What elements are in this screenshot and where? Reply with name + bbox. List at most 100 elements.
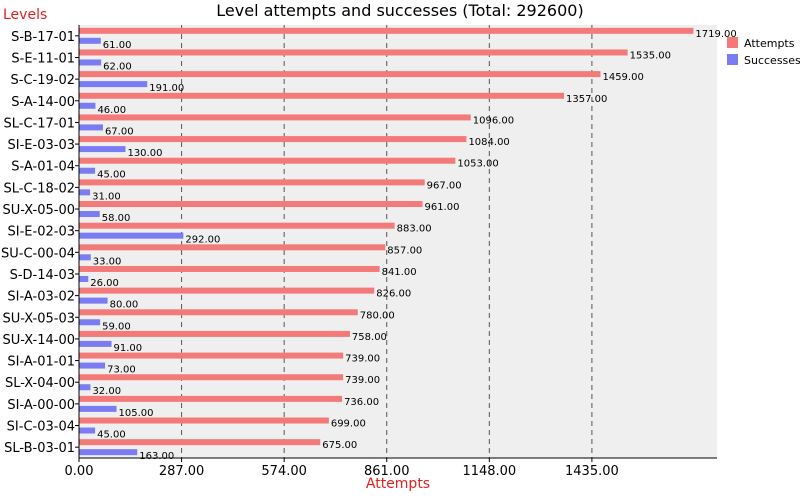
successes-bar xyxy=(79,37,101,44)
attempts-data-label: 967.00 xyxy=(427,180,462,191)
attempts-bar xyxy=(79,179,425,186)
y-tick-label: S-A-01-04 xyxy=(11,160,75,175)
successes-data-label: 58.00 xyxy=(102,213,131,224)
y-tick-label: SL-C-18-02 xyxy=(4,181,76,196)
x-tick-label: 287.00 xyxy=(159,464,205,479)
attempts-bar xyxy=(79,244,386,251)
y-tick-label: S-E-11-01 xyxy=(11,51,75,66)
x-tick-label: 1148.00 xyxy=(462,464,516,479)
successes-bar xyxy=(79,384,91,391)
y-tick-label: SL-C-17-01 xyxy=(4,116,76,131)
successes-data-label: 32.00 xyxy=(92,386,121,397)
legend-swatch xyxy=(727,37,738,48)
attempts-bar xyxy=(79,71,601,78)
y-tick-label: SI-C-03-04 xyxy=(7,420,75,435)
attempts-data-label: 758.00 xyxy=(352,332,387,343)
attempts-bar xyxy=(79,49,628,56)
attempts-data-label: 780.00 xyxy=(360,310,395,321)
successes-data-label: 67.00 xyxy=(105,126,134,137)
successes-bar xyxy=(79,167,96,174)
y-tick-label: SU-X-05-03 xyxy=(2,311,75,326)
attempts-data-label: 1084.00 xyxy=(468,137,509,148)
attempts-bar xyxy=(79,92,565,99)
y-tick-label: SU-C-00-04 xyxy=(1,246,75,261)
attempts-data-label: 1053.00 xyxy=(457,159,498,170)
successes-data-label: 46.00 xyxy=(97,105,126,116)
successes-bar xyxy=(79,189,91,196)
legend-swatch xyxy=(727,54,738,65)
attempts-bar xyxy=(79,157,456,164)
successes-bar xyxy=(79,275,89,282)
attempts-data-label: 739.00 xyxy=(345,375,380,386)
successes-data-label: 163.00 xyxy=(139,451,174,462)
attempts-data-label: 1535.00 xyxy=(630,50,671,61)
x-tick-label: 1435.00 xyxy=(565,464,619,479)
attempts-data-label: 739.00 xyxy=(345,354,380,365)
y-tick-label: SI-E-03-03 xyxy=(8,138,75,153)
successes-bar xyxy=(79,362,106,369)
successes-bar xyxy=(79,449,138,456)
successes-bar xyxy=(79,146,126,153)
y-tick-label: SI-A-01-01 xyxy=(7,355,75,370)
attempts-data-label: 857.00 xyxy=(387,245,422,256)
attempts-bar xyxy=(79,201,423,208)
successes-bar xyxy=(79,232,184,239)
attempts-data-label: 1096.00 xyxy=(473,115,514,126)
successes-bar xyxy=(79,427,96,434)
legend: Attempts Successes xyxy=(727,37,800,67)
attempts-bar xyxy=(79,417,329,424)
successes-bar xyxy=(79,340,112,347)
y-tick-label: SI-A-03-02 xyxy=(7,290,75,305)
y-tick-label: S-A-14-00 xyxy=(11,95,75,110)
successes-data-label: 73.00 xyxy=(107,365,136,376)
attempts-bar xyxy=(79,114,471,121)
successes-data-label: 130.00 xyxy=(127,148,162,159)
attempts-bar xyxy=(79,330,350,337)
successes-bar xyxy=(79,297,108,304)
x-tick-label: 574.00 xyxy=(261,464,307,479)
y-tick-label: SU-X-14-00 xyxy=(2,333,75,348)
attempts-bar xyxy=(79,265,380,272)
successes-bar xyxy=(79,59,102,66)
y-tick-label: SI-E-02-03 xyxy=(8,225,75,240)
successes-bar xyxy=(79,124,103,131)
attempts-bar xyxy=(79,374,344,381)
successes-data-label: 61.00 xyxy=(103,40,132,51)
attempts-bar xyxy=(79,439,321,446)
attempts-data-label: 1357.00 xyxy=(566,94,607,105)
attempts-data-label: 961.00 xyxy=(424,202,459,213)
y-tick-label: S-B-17-01 xyxy=(11,30,75,45)
attempts-bar xyxy=(79,27,694,34)
attempts-bar xyxy=(79,136,467,143)
legend-label: Successes xyxy=(744,54,800,67)
chart-title: Level attempts and successes (Total: 292… xyxy=(216,1,583,20)
successes-data-label: 26.00 xyxy=(90,278,119,289)
successes-data-label: 292.00 xyxy=(185,235,220,246)
attempts-bar xyxy=(79,222,395,229)
successes-data-label: 45.00 xyxy=(97,170,126,181)
attempts-bar xyxy=(79,309,358,316)
successes-bar xyxy=(79,254,91,261)
attempts-data-label: 1459.00 xyxy=(602,72,643,83)
legend-label: Attempts xyxy=(744,37,795,50)
successes-bar xyxy=(79,102,96,109)
y-tick-label: SU-X-05-00 xyxy=(2,203,75,218)
attempts-data-label: 883.00 xyxy=(397,224,432,235)
y-tick-label: SI-A-00-00 xyxy=(7,398,75,413)
attempts-data-label: 1719.00 xyxy=(695,29,736,40)
y-tick-label: S-C-19-02 xyxy=(11,73,76,88)
attempts-bar xyxy=(79,352,344,359)
successes-data-label: 105.00 xyxy=(119,408,154,419)
successes-bar xyxy=(79,211,100,218)
attempts-data-label: 826.00 xyxy=(376,289,411,300)
successes-data-label: 45.00 xyxy=(97,430,126,441)
attempts-data-label: 841.00 xyxy=(382,267,417,278)
y-tick-label: S-D-14-03 xyxy=(10,268,75,283)
successes-data-label: 31.00 xyxy=(92,191,121,202)
y-tick-label: SL-B-03-01 xyxy=(4,441,75,456)
successes-bar xyxy=(79,405,117,412)
successes-bar xyxy=(79,81,148,88)
successes-data-label: 191.00 xyxy=(149,83,184,94)
x-tick-label: 861.00 xyxy=(364,464,410,479)
